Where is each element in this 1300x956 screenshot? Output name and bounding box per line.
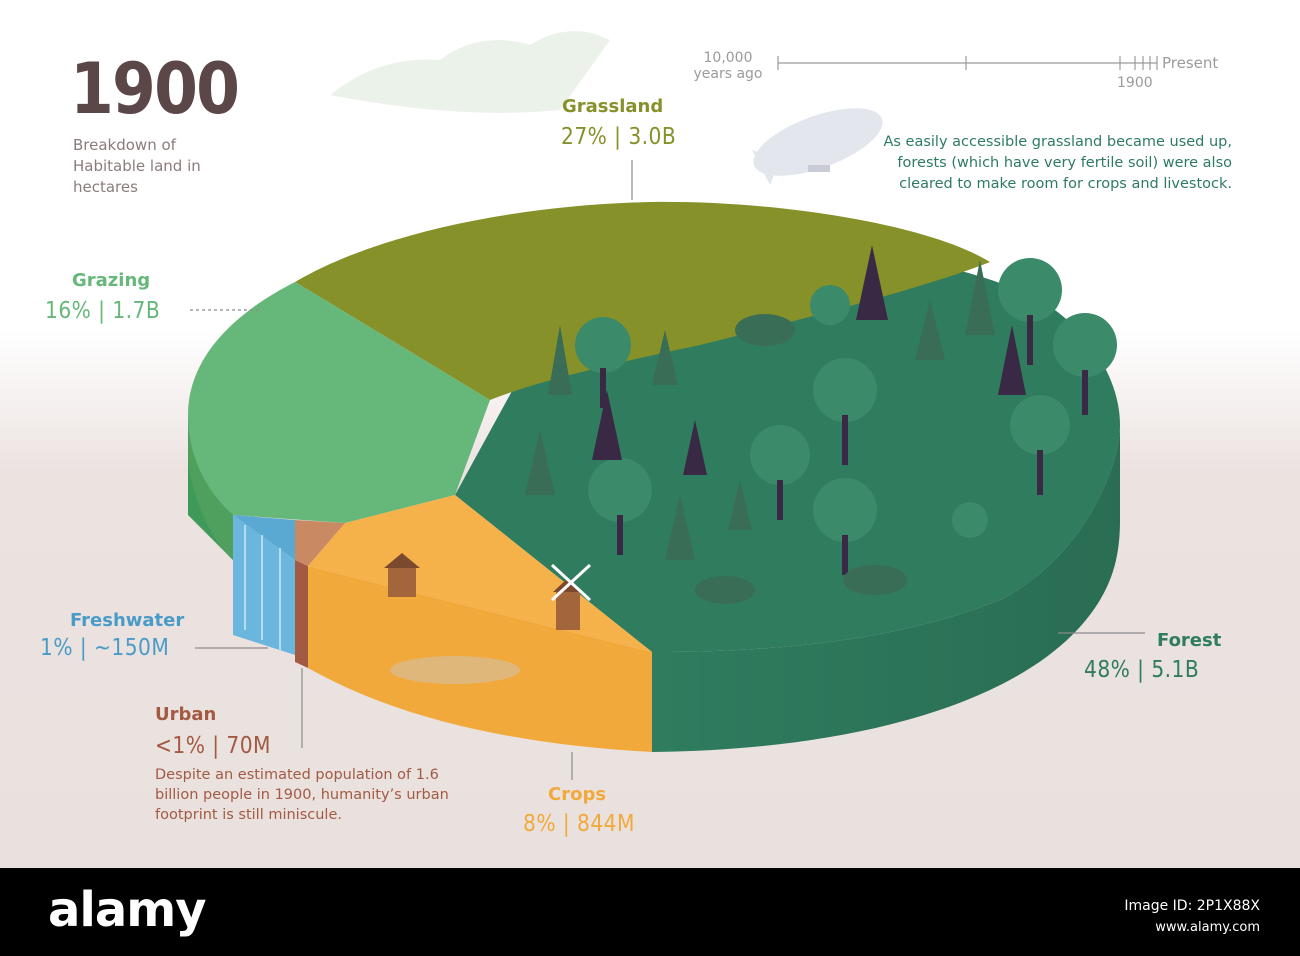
- footer-brand-logo: alamy: [48, 882, 207, 938]
- forest-clearing-note: As easily accessible grassland became us…: [883, 134, 1232, 192]
- footer-image-id: Image ID: 2P1X88X: [1124, 898, 1260, 914]
- urban-side: [295, 560, 308, 668]
- urban-top: [295, 520, 345, 566]
- footer-url: www.alamy.com: [1155, 920, 1260, 935]
- crops-percent: 8%: [523, 811, 556, 837]
- pie-side: [188, 415, 1120, 752]
- grassland-value: 27% | 3.0B: [561, 124, 677, 150]
- urban-value: <1% | 70M: [155, 733, 271, 759]
- forest-trees: [525, 245, 1117, 604]
- forest-percent: 48%: [1084, 657, 1131, 683]
- grassland-top: [295, 201, 990, 400]
- grassland-amount: 3.0B: [628, 124, 677, 150]
- freshwater-label: Freshwater: [70, 610, 185, 631]
- crops-amount: 844M: [577, 811, 635, 837]
- grassland-percent: 27%: [561, 124, 608, 150]
- grazing-amount: 1.7B: [112, 298, 161, 324]
- waterfall: [244, 525, 281, 650]
- freshwater-amount: ~150M: [94, 635, 170, 661]
- timeline-end-label: Present: [1162, 54, 1219, 72]
- cloud-shape: [330, 31, 610, 113]
- crops-value: 8% | 844M: [523, 811, 635, 837]
- grazing-value: 16% | 1.7B: [45, 298, 161, 324]
- timeline-marker-label: 1900: [1117, 75, 1153, 91]
- grazing-label: Grazing: [72, 270, 151, 291]
- freshwater-value: 1% | ~150M: [40, 635, 170, 661]
- grazing-percent: 16%: [45, 298, 92, 324]
- urban-note: Despite an estimated population of 1.6 b…: [155, 767, 449, 823]
- pie-illustration: [188, 31, 1158, 780]
- grazing-top: [188, 282, 490, 523]
- grassland-label: Grassland: [562, 96, 664, 117]
- blimp-icon: [752, 108, 883, 185]
- page-subtitle: Breakdown of Habitable land in hectares: [73, 136, 201, 196]
- timeline-axis: [777, 56, 1158, 70]
- forest-amount: 5.1B: [1151, 657, 1200, 683]
- forest-label: Forest: [1157, 630, 1222, 651]
- crops-side: [308, 566, 652, 752]
- timeline-start-label: 10,000 years ago: [693, 50, 763, 82]
- freshwater-percent: 1%: [40, 635, 73, 661]
- crops-details: [384, 553, 592, 684]
- urban-amount: 70M: [226, 733, 271, 759]
- leader-lines: [190, 160, 1145, 780]
- page-title-year: 1900: [70, 48, 240, 130]
- urban-label: Urban: [155, 704, 217, 725]
- forest-value: 48% | 5.1B: [1084, 657, 1200, 683]
- footer-bar: alamy Image ID: 2P1X88X www.alamy.com: [0, 868, 1300, 956]
- urban-percent: <1%: [155, 733, 206, 759]
- crops-label: Crops: [548, 784, 607, 805]
